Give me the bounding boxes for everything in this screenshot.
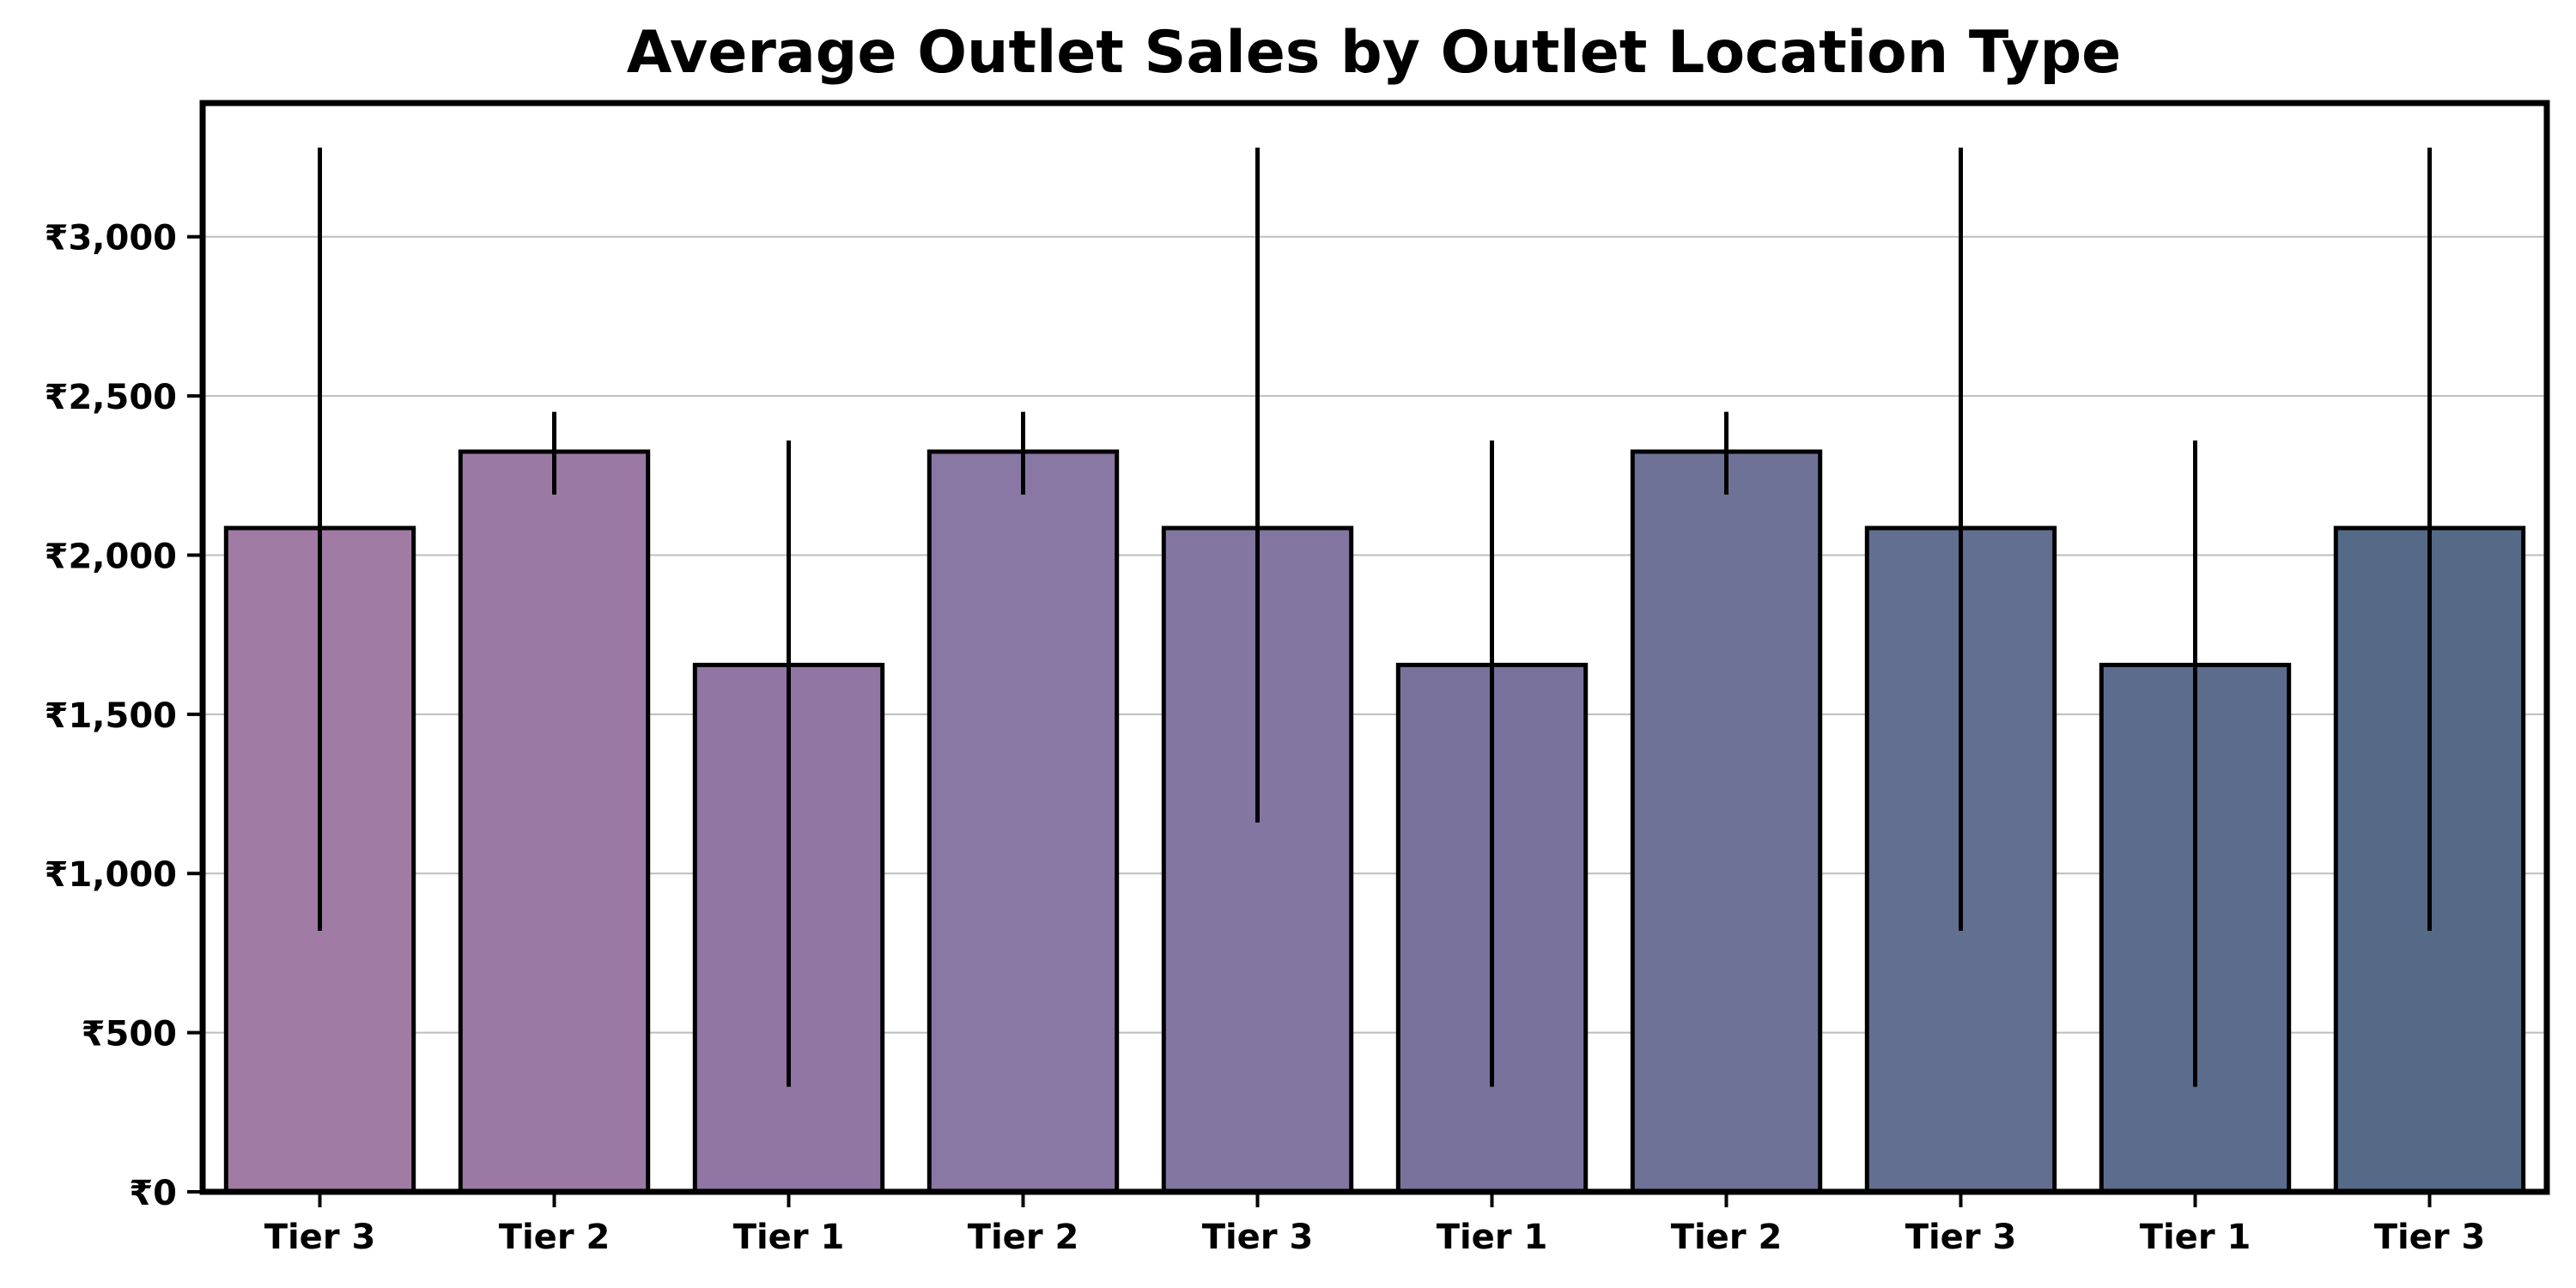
y-tick-label: ₹500	[82, 1015, 177, 1054]
x-tick-label: Tier 1	[1437, 1218, 1548, 1257]
x-tick-label: Tier 1	[2140, 1218, 2251, 1257]
x-tick-label: Tier 3	[2374, 1218, 2486, 1257]
x-tick-label: Tier 2	[1671, 1218, 1783, 1257]
x-tick-label: Tier 3	[264, 1218, 376, 1257]
y-tick-label: ₹2,000	[45, 537, 177, 576]
chart-title: Average Outlet Sales by Outlet Location …	[626, 19, 2122, 87]
y-tick-label: ₹1,000	[45, 855, 177, 895]
bar	[1630, 449, 1823, 1194]
bar	[927, 449, 1120, 1194]
x-tick-label: Tier 3	[1905, 1218, 2017, 1257]
x-tick-label: Tier 1	[733, 1218, 845, 1257]
x-tick-label: Tier 2	[968, 1218, 1079, 1257]
y-tick-label: ₹0	[129, 1174, 177, 1213]
y-tick-label: ₹3,000	[45, 219, 177, 258]
y-tick-label: ₹1,500	[45, 696, 177, 736]
x-tick-label: Tier 3	[1202, 1218, 1314, 1257]
x-tick-label: Tier 2	[499, 1218, 611, 1257]
axes-frame	[199, 100, 2550, 1195]
y-tick-label: ₹2,500	[45, 378, 177, 417]
bar	[458, 449, 651, 1194]
